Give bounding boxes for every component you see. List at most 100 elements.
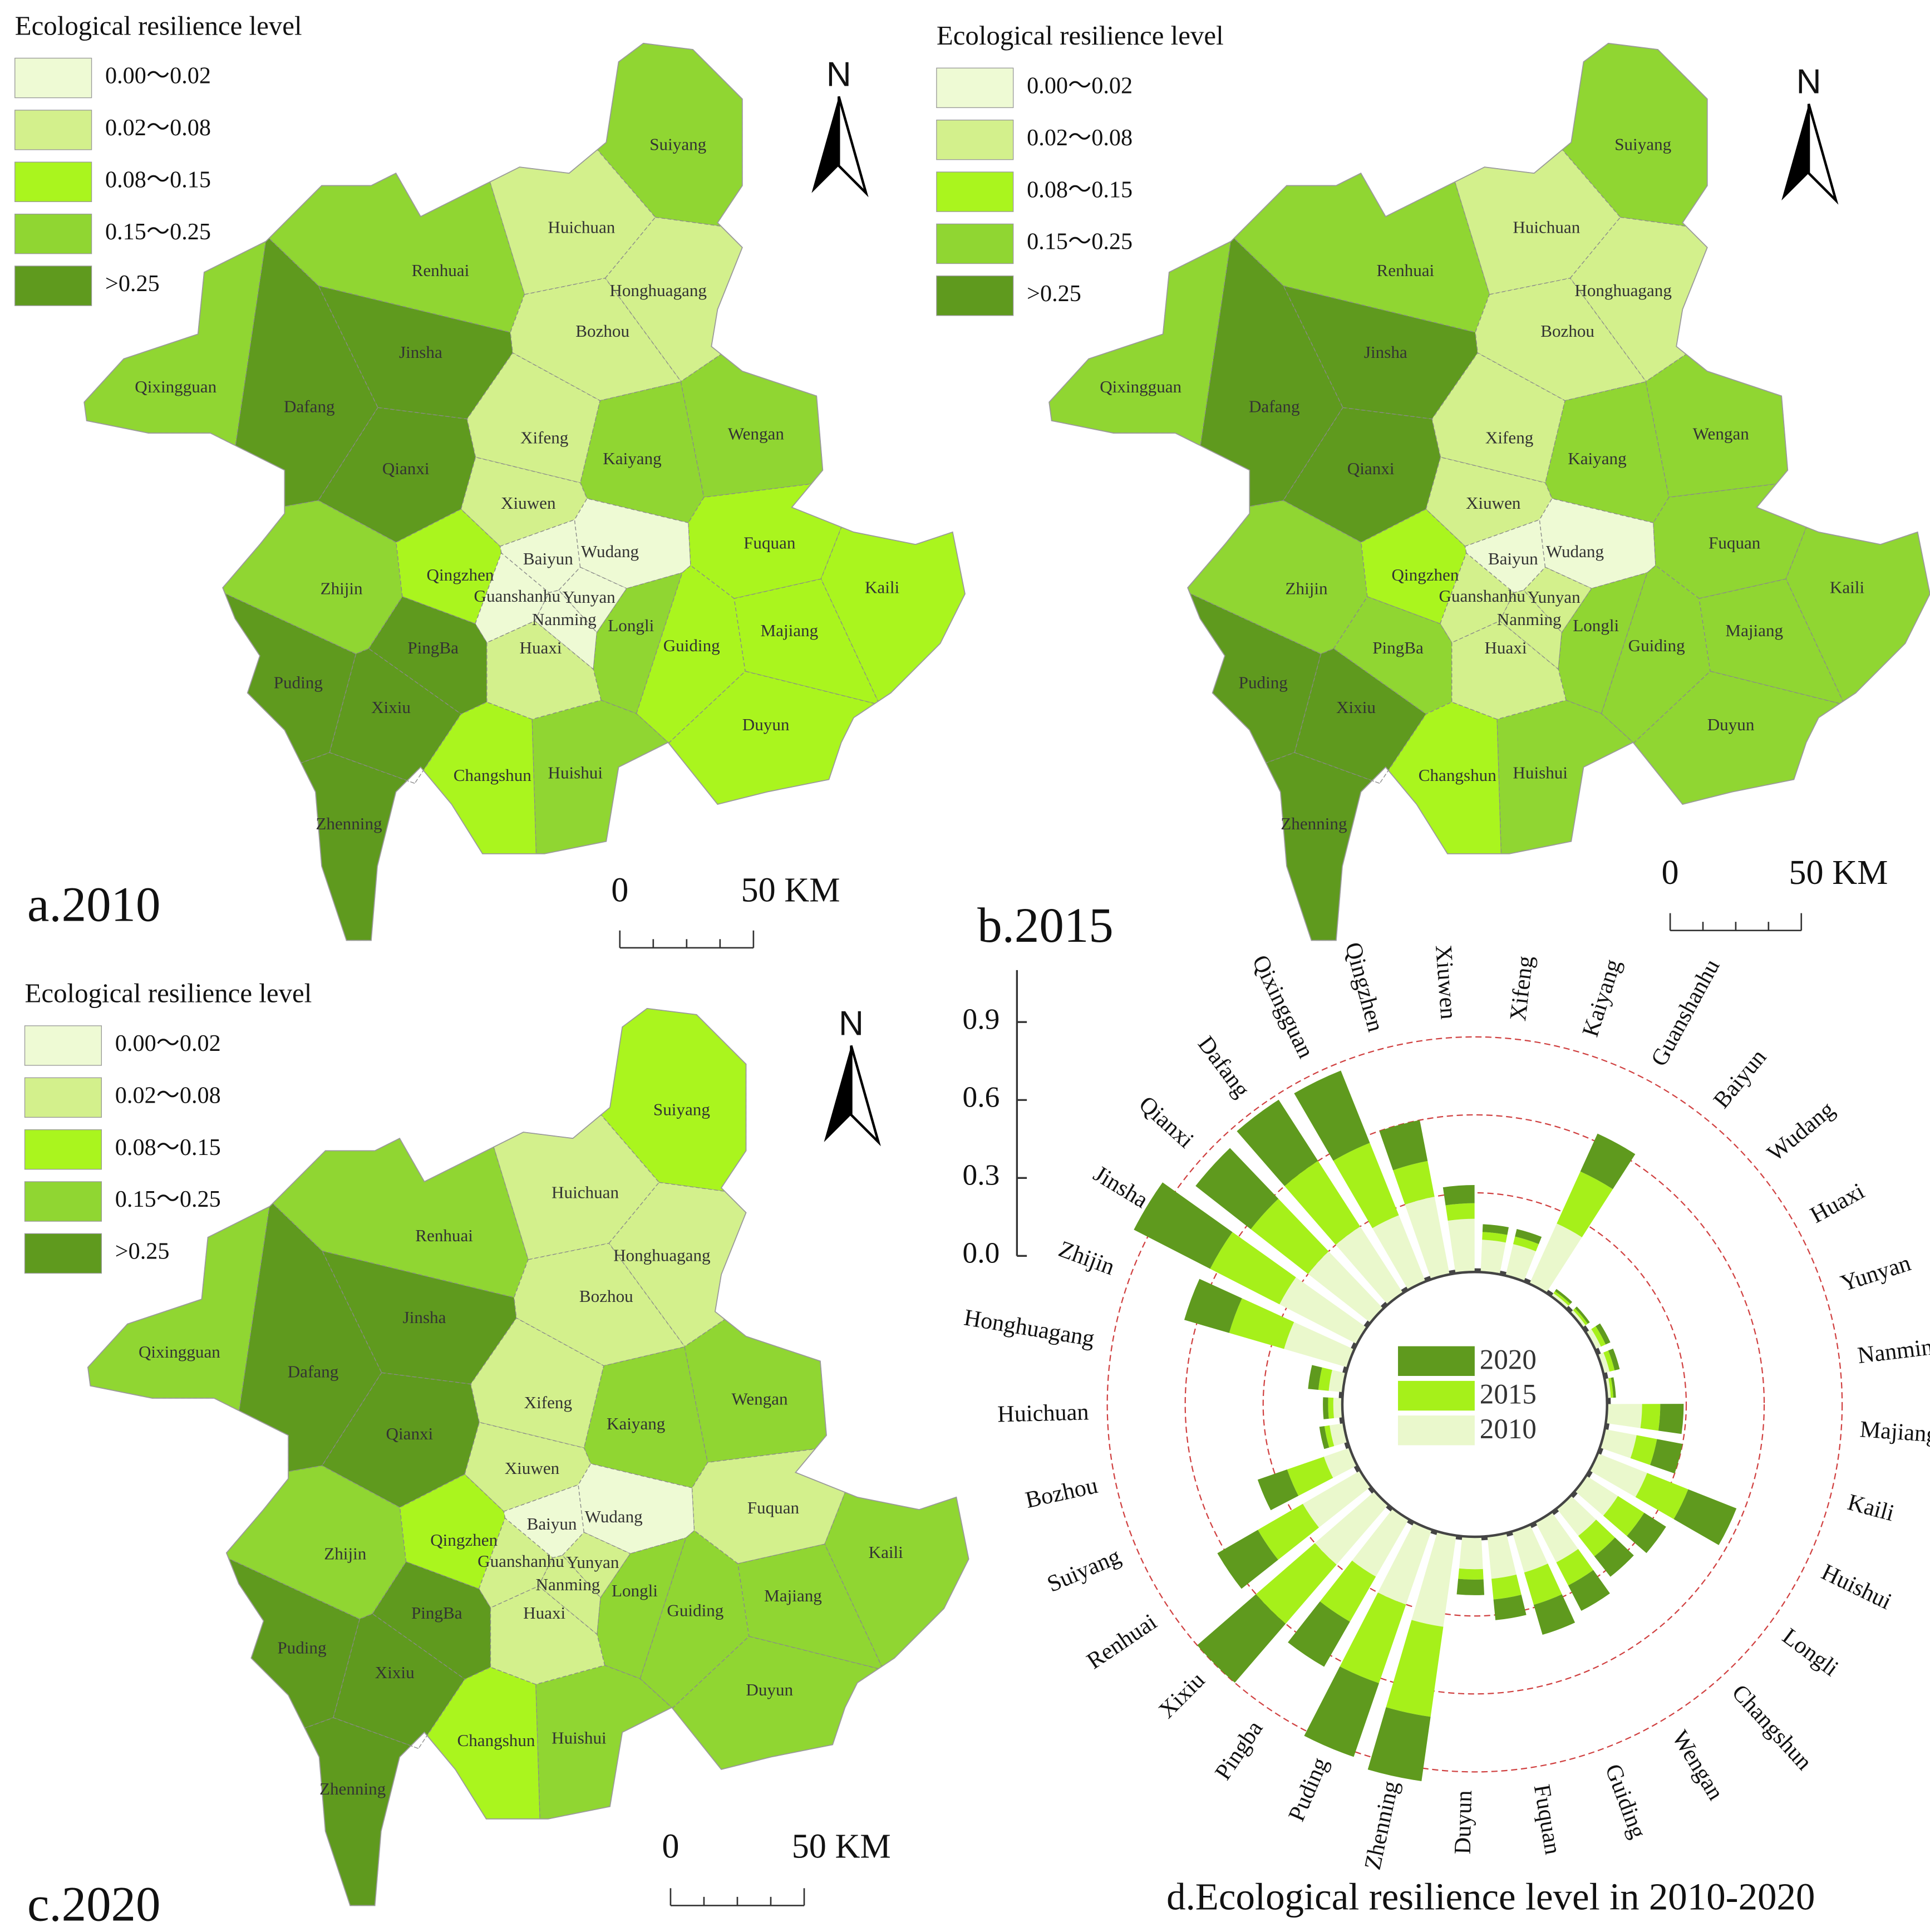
county-label: Baiyun: [1488, 549, 1538, 568]
legend-swatch: [936, 223, 1014, 264]
county: [464, 1422, 592, 1512]
county-label: Bozhou: [1540, 321, 1594, 341]
bar-segment: [1448, 1218, 1475, 1272]
county-label: Guanshanhu: [477, 1551, 564, 1571]
bar-segment: [1555, 1289, 1573, 1304]
county-label: Longli: [608, 616, 654, 635]
bar-segment: [1568, 1570, 1610, 1611]
county-label: PingBa: [411, 1603, 462, 1623]
legend-label: 0.08～0.15: [1027, 176, 1133, 203]
county-label: Bozhou: [579, 1286, 633, 1306]
category-label: Fuquan: [1529, 1782, 1567, 1856]
legend-swatch: [1398, 1415, 1475, 1446]
bar-segment: [1456, 1579, 1485, 1595]
county-label: Kaiyang: [1568, 449, 1626, 468]
county-label: Suiyang: [653, 1099, 710, 1119]
county: [1601, 565, 1711, 744]
panel-label: c.2020: [27, 1877, 161, 1932]
bar-segment: [1284, 1161, 1361, 1245]
county-label: Xiuwen: [505, 1458, 560, 1478]
legend-swatch: [14, 57, 92, 99]
county-label: Jinsha: [403, 1307, 446, 1327]
bar-segment: [1505, 1244, 1536, 1281]
county: [1475, 277, 1647, 401]
county-label: Guanshanhu: [1439, 586, 1525, 606]
county-label: Guanshanhu: [474, 586, 561, 606]
bar-segment: [1557, 1496, 1597, 1536]
bar-segment: [1134, 1182, 1233, 1269]
bar-segment: [1352, 1509, 1409, 1577]
grid-circle: [1262, 1192, 1687, 1617]
county-label: Qianxi: [382, 459, 430, 478]
county-label: Xixiu: [371, 697, 411, 717]
category-label: Guanshanhu: [1646, 955, 1725, 1070]
category-label: Pingba: [1210, 1716, 1268, 1785]
bar-segment: [1580, 1133, 1636, 1189]
bar-segment: [1197, 1594, 1286, 1683]
county-label: Huichuan: [1513, 217, 1580, 237]
legend-label: 0.15～0.25: [1027, 229, 1133, 255]
bar-segment: [1530, 1223, 1582, 1292]
category-label: Majiang: [1859, 1416, 1930, 1448]
category-label: Duyun: [1450, 1790, 1478, 1855]
north-arrow-right: [850, 1045, 881, 1147]
map-outline: [1048, 42, 1930, 941]
legend-label: 2010: [1480, 1413, 1537, 1445]
bar-segment: [1513, 1236, 1539, 1252]
category-label: Bozhou: [1023, 1472, 1100, 1513]
county-label: Huishui: [548, 763, 603, 783]
legend-label: 0.15～0.25: [115, 1186, 221, 1212]
y-tick-label: 0.9: [963, 1002, 1000, 1035]
county-label: Dafang: [1249, 397, 1300, 416]
bar-segment: [1308, 1251, 1383, 1323]
county-label: Renhuai: [412, 260, 470, 280]
bar-segment: [1393, 1161, 1435, 1205]
bar-segment: [1294, 1070, 1370, 1161]
bar-segment: [1442, 1184, 1475, 1206]
category-label: Nanming: [1856, 1333, 1930, 1369]
county-label: Kaili: [865, 577, 900, 597]
legend-label: 0.02～0.08: [105, 115, 211, 141]
legend-label: 0.08～0.15: [115, 1134, 221, 1161]
bar-segment: [1524, 1564, 1562, 1605]
county: [414, 701, 537, 854]
category-label: Huaxi: [1806, 1178, 1869, 1228]
county-label: Longli: [1573, 616, 1619, 635]
county-label: Xiuwen: [501, 493, 556, 513]
bar-segment: [1287, 1457, 1333, 1496]
county-label: Fuquan: [747, 1498, 800, 1517]
bar-segment: [1601, 1429, 1637, 1458]
county-label: Kaiyang: [603, 449, 661, 468]
county-label: Renhuai: [415, 1226, 473, 1245]
bar-segment: [1320, 1560, 1376, 1622]
legend-swatch: [14, 213, 92, 254]
county-label: Xifeng: [520, 427, 568, 447]
bar-segment: [1411, 1532, 1456, 1627]
county-label: Fuquan: [744, 533, 796, 552]
county: [1265, 752, 1380, 941]
county-label: PingBa: [407, 638, 459, 657]
county: [493, 1114, 660, 1260]
bar-segment: [1578, 1520, 1615, 1557]
bar-segment: [1318, 1367, 1332, 1391]
bar-segment: [1328, 1370, 1345, 1392]
county-label: Xixiu: [1336, 697, 1376, 717]
county-label: Zhenning: [1281, 814, 1347, 833]
bar-segment: [1493, 1595, 1527, 1620]
county-label: Majiang: [1725, 621, 1783, 640]
bar-segment: [1608, 1348, 1620, 1370]
county: [224, 593, 357, 764]
bar-segment: [1336, 1226, 1402, 1304]
bar-segment: [1594, 1537, 1634, 1577]
county-label: Honghuagang: [1574, 281, 1672, 300]
county-label: Qianxi: [1347, 459, 1395, 478]
category-label: Huishui: [1818, 1559, 1896, 1615]
county-label: Puding: [1239, 672, 1288, 692]
county-label: Wudang: [1546, 542, 1604, 561]
bar-segment: [1590, 1453, 1647, 1497]
legend-swatch: [24, 1233, 102, 1274]
county: [562, 1532, 631, 1599]
legend-swatch: [14, 110, 92, 150]
